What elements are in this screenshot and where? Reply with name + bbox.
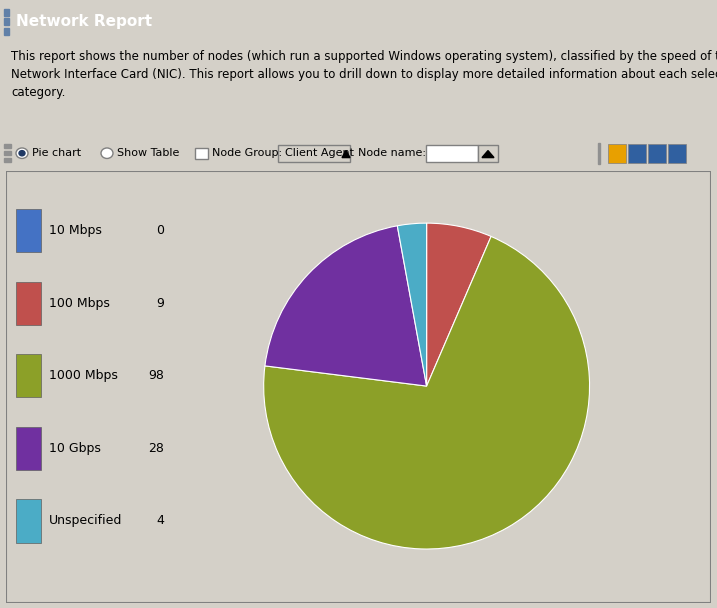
Text: Node name:: Node name: bbox=[358, 148, 426, 158]
Bar bbox=[4, 18, 9, 26]
Text: Pie chart: Pie chart bbox=[32, 148, 81, 158]
Bar bbox=[628, 145, 646, 163]
Text: 1000 Mbps: 1000 Mbps bbox=[49, 369, 118, 382]
Circle shape bbox=[19, 151, 25, 156]
Bar bbox=[16, 427, 41, 470]
Text: Network Report: Network Report bbox=[16, 15, 152, 29]
Bar bbox=[426, 145, 478, 162]
Wedge shape bbox=[265, 226, 427, 386]
Bar bbox=[16, 282, 41, 325]
Bar bbox=[478, 145, 498, 162]
Wedge shape bbox=[397, 223, 427, 386]
Text: 10 Mbps: 10 Mbps bbox=[49, 224, 102, 237]
Bar bbox=[608, 145, 626, 163]
Polygon shape bbox=[482, 151, 494, 157]
Text: 4: 4 bbox=[156, 514, 164, 527]
Bar bbox=[598, 143, 600, 164]
Bar bbox=[4, 145, 11, 148]
Text: Node Group:: Node Group: bbox=[212, 148, 282, 158]
Circle shape bbox=[16, 148, 28, 159]
Text: Client Agent: Client Agent bbox=[285, 148, 354, 158]
Bar bbox=[16, 354, 41, 398]
Text: 9: 9 bbox=[156, 297, 164, 310]
Bar bbox=[4, 28, 9, 35]
Circle shape bbox=[101, 148, 113, 159]
Text: 0: 0 bbox=[156, 224, 164, 237]
Polygon shape bbox=[342, 151, 350, 157]
Text: This report shows the number of nodes (which run a supported Windows operating s: This report shows the number of nodes (w… bbox=[11, 50, 717, 99]
Wedge shape bbox=[427, 223, 491, 386]
Text: 98: 98 bbox=[148, 369, 164, 382]
Bar bbox=[4, 159, 11, 162]
Text: 100 Mbps: 100 Mbps bbox=[49, 297, 110, 310]
Bar bbox=[278, 145, 350, 162]
Text: Show Table: Show Table bbox=[117, 148, 179, 158]
Bar bbox=[16, 499, 41, 542]
Bar bbox=[4, 151, 11, 155]
Text: 10 Gbps: 10 Gbps bbox=[49, 442, 100, 455]
Text: Unspecified: Unspecified bbox=[49, 514, 122, 527]
Bar bbox=[4, 9, 9, 16]
Bar bbox=[195, 148, 208, 159]
Bar bbox=[668, 145, 686, 163]
Bar bbox=[648, 145, 666, 163]
Bar bbox=[16, 209, 41, 252]
Wedge shape bbox=[264, 237, 589, 549]
Text: 28: 28 bbox=[148, 442, 164, 455]
